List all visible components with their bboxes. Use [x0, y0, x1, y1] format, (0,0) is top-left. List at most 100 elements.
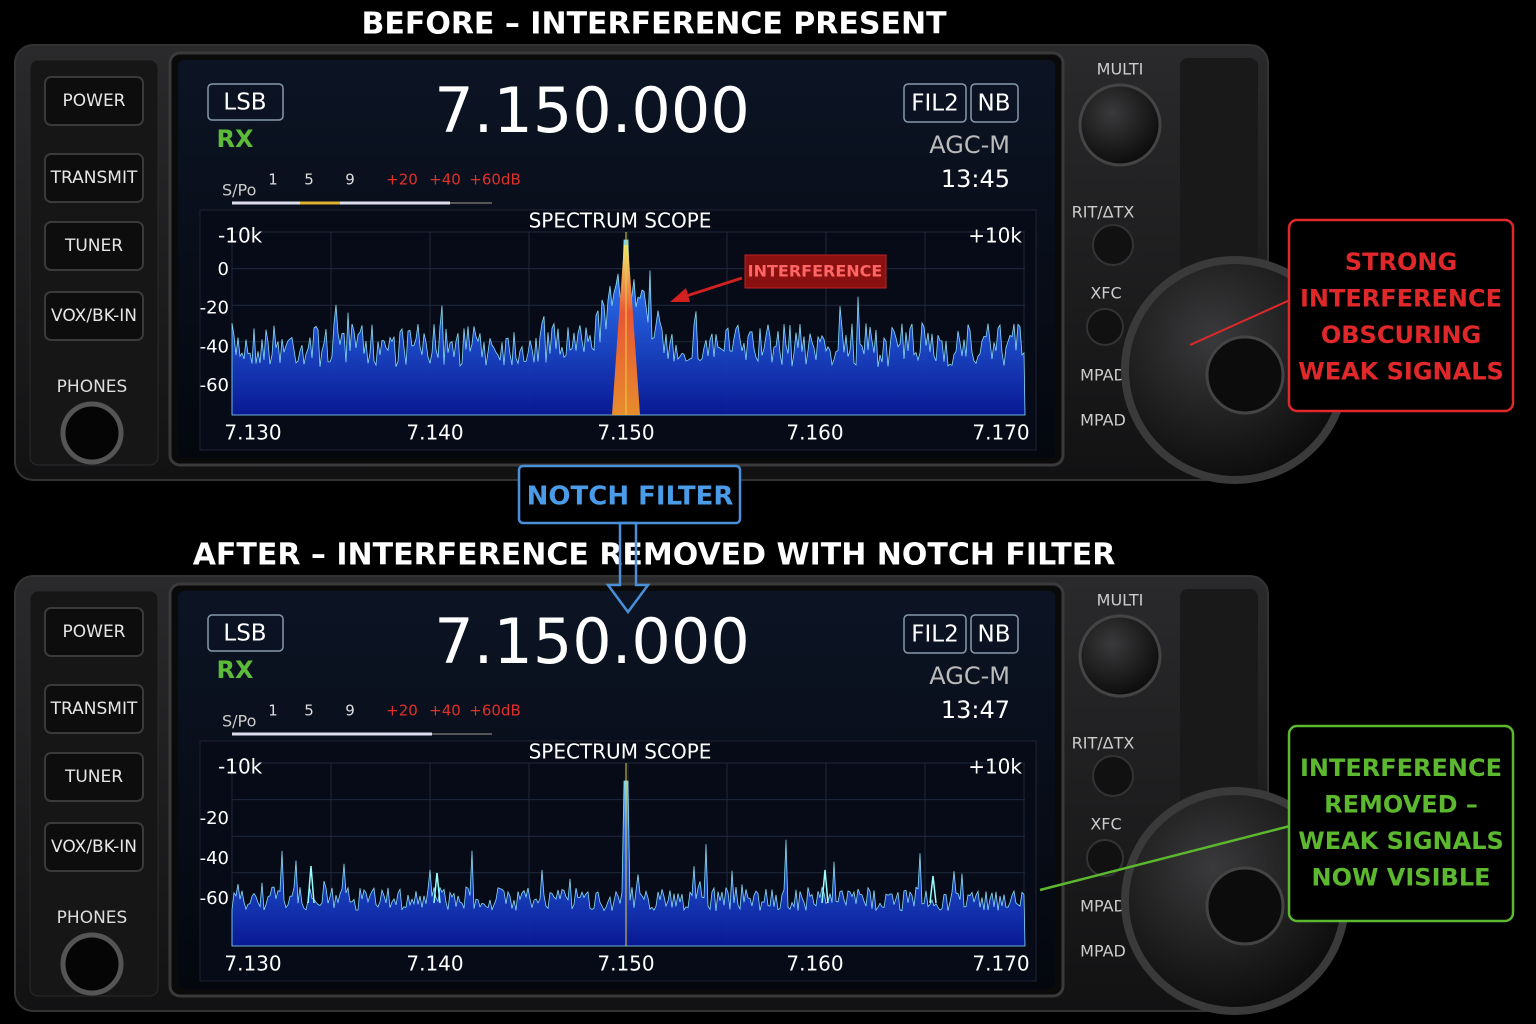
knob-label: MPAD	[1080, 366, 1126, 385]
meter-scale-label: +60dB	[469, 171, 520, 189]
annotation-arrow	[679, 276, 743, 300]
nb-box	[970, 83, 1019, 123]
frequency: 7.150.000	[434, 74, 750, 147]
frequency: 7.150.000	[434, 605, 750, 678]
side-button[interactable]	[44, 153, 144, 203]
freq-label: 7.150	[597, 952, 654, 976]
freq-label: 7.140	[406, 421, 463, 445]
knob-label: RIT/ΔTX	[1072, 734, 1135, 753]
side-button-label[interactable]: TUNER	[64, 767, 123, 787]
mode-box	[207, 83, 284, 121]
nb: NB	[978, 91, 1011, 117]
knob-label: MPAD	[1080, 942, 1126, 961]
level-label: -40	[200, 848, 229, 869]
agc: AGC-M	[929, 131, 1010, 159]
knob-label: XFC	[1090, 815, 1121, 834]
callout-box	[1287, 724, 1515, 923]
side-button[interactable]	[44, 607, 144, 657]
xfc-button[interactable]	[1086, 839, 1124, 877]
side-button-label[interactable]: VOX/BK-IN	[51, 306, 137, 326]
freq-label: 7.150	[597, 421, 654, 445]
annotation-box	[744, 254, 887, 289]
notch-arrow	[605, 521, 651, 615]
rit-button[interactable]	[1092, 755, 1134, 797]
side-button-label[interactable]: VOX/BK-IN	[51, 837, 137, 857]
level-label: -60	[200, 888, 229, 909]
weak-signal	[307, 865, 315, 904]
level-label: -60	[200, 375, 229, 396]
mode: LSB	[223, 90, 266, 116]
callout-box	[1287, 218, 1515, 413]
callout-leader	[1189, 299, 1291, 346]
multi-knob[interactable]	[1078, 614, 1162, 698]
phones-jack	[60, 401, 124, 465]
rit-button[interactable]	[1092, 224, 1134, 266]
freq-label: 7.160	[786, 952, 843, 976]
knob-label: XFC	[1090, 284, 1121, 303]
xfc-button[interactable]	[1086, 308, 1124, 346]
level-label: -20	[200, 808, 229, 829]
meter-scale-label: +60dB	[469, 702, 520, 720]
main-dial-cap	[1205, 335, 1285, 415]
freq-label: 7.160	[786, 421, 843, 445]
side-button-label[interactable]: TUNER	[64, 236, 123, 256]
filter: FIL2	[911, 622, 958, 648]
freq-label: 7.170	[972, 952, 1029, 976]
callout-line: NOW VISIBLE	[1311, 864, 1490, 892]
nb-box	[970, 614, 1019, 654]
main-dial-cap	[1205, 866, 1285, 946]
meter-scale-label: 9	[345, 702, 355, 720]
meter-scale-label: +40	[429, 171, 461, 189]
meter-scale-label: 9	[345, 171, 355, 189]
side-button[interactable]	[44, 684, 144, 734]
filter-box	[903, 83, 967, 123]
meter-scale-label: +20	[386, 171, 418, 189]
status: RX	[217, 656, 254, 684]
side-button[interactable]	[44, 752, 144, 802]
phones-label: PHONES	[57, 377, 128, 397]
span-right: +10k	[968, 224, 1022, 248]
meter-scale-label: 5	[304, 171, 314, 189]
phones-jack	[60, 932, 124, 996]
meter-scale-label: +20	[386, 702, 418, 720]
knob-label: MULTI	[1097, 591, 1144, 610]
status: RX	[217, 125, 254, 153]
meter-scale-label: 1	[268, 171, 278, 189]
side-button[interactable]	[44, 221, 144, 271]
callout-line: WEAK SIGNALS	[1298, 827, 1504, 855]
clock: 13:45	[941, 165, 1010, 193]
notch-label: NOTCH FILTER	[527, 482, 734, 512]
phones-label: PHONES	[57, 908, 128, 928]
weak-signal	[433, 872, 441, 904]
agc: AGC-M	[929, 662, 1010, 690]
side-button-label[interactable]: POWER	[63, 622, 126, 642]
callout-line: WEAK SIGNALS	[1298, 358, 1504, 386]
freq-label: 7.140	[406, 952, 463, 976]
meter-scale-label: 5	[304, 702, 314, 720]
side-button[interactable]	[44, 822, 144, 872]
meter-label: S/Po	[222, 181, 256, 200]
mode: LSB	[223, 621, 266, 647]
side-button-label[interactable]: TRANSMIT	[50, 168, 138, 188]
side-button-label[interactable]: TRANSMIT	[50, 699, 138, 719]
multi-knob[interactable]	[1078, 83, 1162, 167]
level-label: 0	[218, 259, 229, 280]
callout-line: INTERFERENCE	[1300, 754, 1502, 782]
knob-label: MPAD	[1080, 897, 1126, 916]
panel-title: AFTER – INTERFERENCE REMOVED WITH NOTCH …	[193, 538, 1116, 573]
mode-box	[207, 614, 284, 652]
callout-leader	[1039, 824, 1291, 892]
side-button-label[interactable]: POWER	[63, 91, 126, 111]
side-button[interactable]	[44, 76, 144, 126]
span-left: -10k	[218, 755, 263, 779]
callout-line: OBSCURING	[1321, 321, 1481, 349]
spectrum	[231, 780, 1026, 947]
filter: FIL2	[911, 91, 958, 117]
span-right: +10k	[968, 755, 1022, 779]
scope-title: SPECTRUM SCOPE	[529, 209, 712, 233]
side-button[interactable]	[44, 291, 144, 341]
level-label: -20	[200, 298, 229, 319]
callout-line: STRONG	[1345, 248, 1457, 276]
freq-label: 7.130	[224, 952, 281, 976]
